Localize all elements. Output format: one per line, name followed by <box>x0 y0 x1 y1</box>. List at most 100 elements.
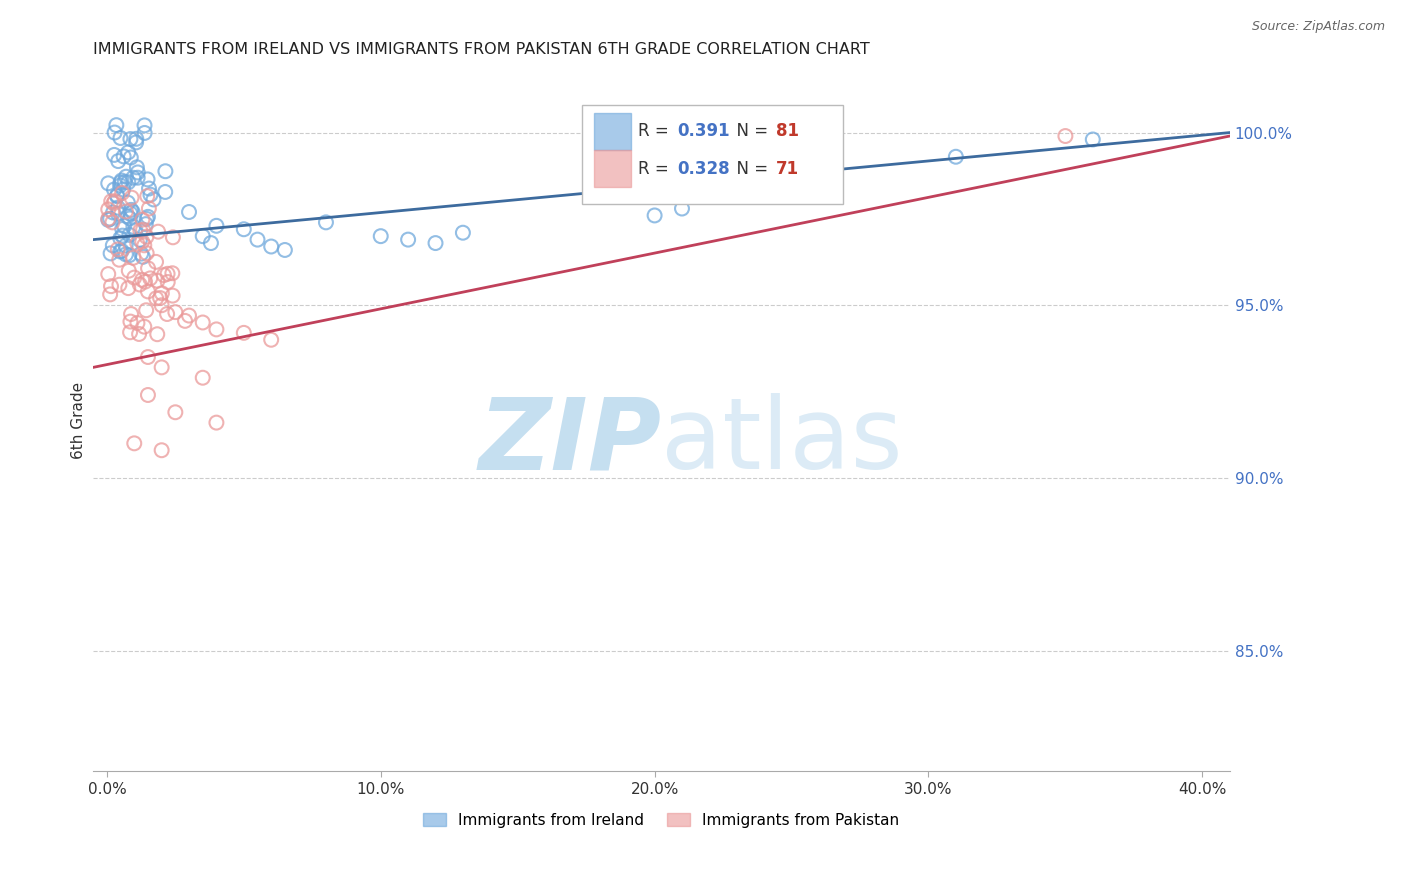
Point <box>156 307 179 321</box>
Point <box>131 235 153 249</box>
Point <box>111 186 134 200</box>
Point <box>153 268 176 282</box>
Point <box>146 327 169 342</box>
FancyBboxPatch shape <box>595 113 631 150</box>
Point <box>112 182 135 196</box>
Point <box>97 213 120 227</box>
FancyBboxPatch shape <box>582 105 844 203</box>
Point <box>155 185 177 199</box>
Point <box>127 236 149 251</box>
Point <box>117 281 139 295</box>
Point <box>139 187 162 202</box>
Point <box>1054 129 1077 144</box>
Point <box>97 267 120 281</box>
Point <box>105 189 128 203</box>
Text: 0.328: 0.328 <box>678 160 730 178</box>
Point <box>124 223 146 237</box>
Point <box>111 222 134 236</box>
Point <box>118 227 141 242</box>
Point <box>120 202 142 217</box>
Point <box>134 275 156 289</box>
Point <box>191 316 214 330</box>
Point <box>425 235 447 250</box>
Point <box>103 196 125 211</box>
Point <box>101 205 124 219</box>
Point <box>177 205 200 219</box>
Point <box>149 291 172 305</box>
Point <box>138 181 160 195</box>
Point <box>132 223 155 237</box>
Point <box>108 244 131 259</box>
Point <box>120 132 142 146</box>
Y-axis label: 6th Grade: 6th Grade <box>72 383 86 459</box>
Point <box>134 238 156 252</box>
Point <box>118 211 141 226</box>
Point <box>125 161 148 175</box>
Point <box>205 219 228 233</box>
Point <box>128 326 150 341</box>
Point <box>111 228 134 243</box>
Point <box>135 229 157 244</box>
Point <box>370 229 392 244</box>
Point <box>644 209 666 223</box>
Point <box>131 273 153 287</box>
Point <box>146 274 169 288</box>
Text: N =: N = <box>727 160 773 178</box>
Point <box>150 360 173 375</box>
Point <box>103 183 125 197</box>
Point <box>142 193 165 207</box>
Point <box>274 243 297 257</box>
Point <box>115 204 138 219</box>
Point <box>107 201 129 215</box>
Point <box>112 219 135 233</box>
Point <box>136 285 159 299</box>
Point <box>120 315 142 329</box>
Text: 0.391: 0.391 <box>678 122 730 140</box>
Text: atlas: atlas <box>661 393 903 491</box>
Point <box>107 207 129 221</box>
Point <box>135 303 157 318</box>
Point <box>136 189 159 203</box>
Point <box>671 202 693 216</box>
Point <box>150 443 173 458</box>
Point <box>128 277 150 292</box>
Point <box>107 243 129 257</box>
Point <box>135 246 157 260</box>
Point <box>108 178 131 193</box>
Text: 81: 81 <box>776 122 799 140</box>
Point <box>174 314 197 328</box>
Text: R =: R = <box>637 160 673 178</box>
Point <box>127 165 149 179</box>
Point <box>127 316 149 330</box>
Point <box>125 136 148 150</box>
Point <box>1081 132 1104 146</box>
Point <box>205 416 228 430</box>
Point <box>260 333 283 347</box>
Point <box>112 149 135 163</box>
Point <box>127 170 149 185</box>
Point <box>122 270 145 285</box>
Point <box>136 388 159 402</box>
Point <box>120 325 142 339</box>
Point <box>165 305 187 319</box>
Point <box>150 286 173 301</box>
Legend: Immigrants from Ireland, Immigrants from Pakistan: Immigrants from Ireland, Immigrants from… <box>418 806 905 834</box>
Point <box>105 118 128 132</box>
Point <box>150 298 173 312</box>
Point <box>108 277 131 292</box>
Text: 71: 71 <box>776 160 800 178</box>
Point <box>145 291 167 305</box>
Point <box>145 255 167 269</box>
Point <box>118 263 141 277</box>
Text: N =: N = <box>727 122 773 140</box>
Point <box>136 172 159 186</box>
Text: R =: R = <box>637 122 673 140</box>
Point <box>146 225 169 239</box>
Point <box>134 119 156 133</box>
Point <box>165 405 187 419</box>
Point <box>111 244 134 258</box>
Point <box>104 194 127 209</box>
Point <box>135 211 157 226</box>
Point <box>396 233 419 247</box>
Point <box>136 210 159 224</box>
